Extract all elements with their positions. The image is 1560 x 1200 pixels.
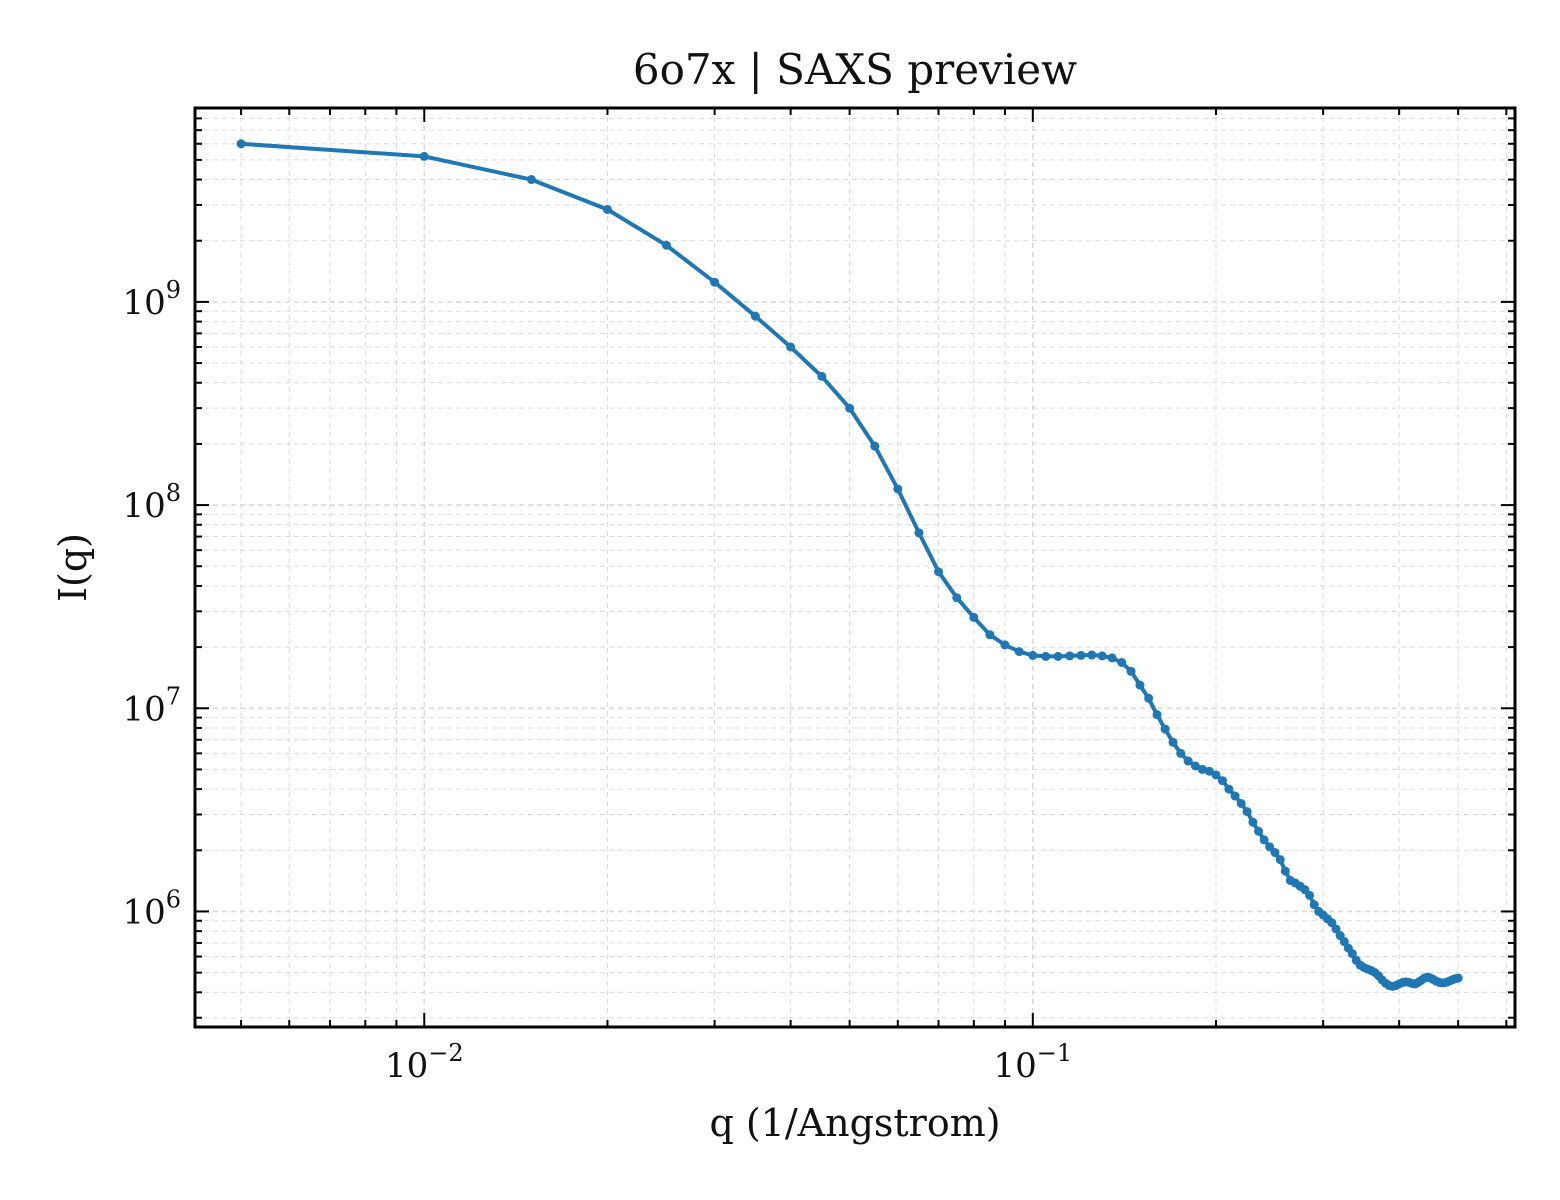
data-point xyxy=(934,567,944,577)
x-tick-label-base: 10 xyxy=(385,1046,428,1086)
data-point xyxy=(526,175,536,185)
data-point xyxy=(750,311,760,321)
data-point xyxy=(893,484,903,494)
data-point xyxy=(602,204,612,214)
data-point xyxy=(1309,900,1319,910)
data-point xyxy=(1211,770,1221,780)
data-point xyxy=(1204,766,1214,776)
data-point xyxy=(1144,693,1154,703)
data-point xyxy=(1168,737,1178,747)
data-point xyxy=(1117,657,1127,667)
data-point xyxy=(1242,807,1252,817)
y-tick-label: 107 xyxy=(122,682,181,729)
data-point xyxy=(1305,890,1315,900)
data-point xyxy=(914,528,924,538)
data-point xyxy=(1087,650,1097,660)
y-axis-label: I(q) xyxy=(51,533,95,602)
data-point xyxy=(1275,855,1285,865)
data-point xyxy=(1053,651,1063,661)
data-point xyxy=(1453,973,1463,983)
x-tick-label-exponent: −2 xyxy=(428,1039,463,1067)
data-point xyxy=(1197,764,1207,774)
y-tick-label: 108 xyxy=(122,479,181,526)
data-point xyxy=(1028,650,1038,660)
x-tick-label: 10−2 xyxy=(385,1039,464,1086)
data-point xyxy=(1076,650,1086,660)
y-tick-label-base: 10 xyxy=(122,486,165,526)
data-point xyxy=(1000,640,1010,650)
data-point xyxy=(1230,791,1240,801)
data-point xyxy=(985,630,995,640)
y-tick-label: 109 xyxy=(122,276,181,323)
data-point xyxy=(419,151,429,161)
y-tick-label-exponent: 9 xyxy=(166,276,181,304)
y-tick-label-exponent: 8 xyxy=(166,479,181,507)
axes-frame xyxy=(193,106,1517,1029)
data-point xyxy=(1097,651,1107,661)
x-tick-label-exponent: −1 xyxy=(1037,1039,1072,1067)
data-point xyxy=(1152,710,1162,720)
plot-area xyxy=(236,139,1463,991)
data-point xyxy=(1254,826,1264,836)
data-point xyxy=(1014,647,1024,657)
data-point xyxy=(845,403,855,413)
data-point xyxy=(1126,666,1136,676)
data-point xyxy=(786,342,796,352)
data-point xyxy=(1107,653,1117,663)
x-axis-label: q (1/Angstrom) xyxy=(709,1101,1000,1145)
chart-title: 6o7x | SAXS preview xyxy=(633,45,1077,94)
y-tick-label-base: 10 xyxy=(122,283,165,323)
data-point xyxy=(1176,748,1186,758)
data-point xyxy=(1160,724,1170,734)
y-tick-label-exponent: 6 xyxy=(166,885,181,913)
data-point xyxy=(1259,835,1269,845)
data-point xyxy=(969,612,979,622)
data-point xyxy=(1041,651,1051,661)
y-tick-label-base: 10 xyxy=(122,892,165,932)
data-point xyxy=(817,371,827,381)
x-tick-label-base: 10 xyxy=(993,1046,1036,1086)
y-tick-label-base: 10 xyxy=(122,689,165,729)
y-tick-label-exponent: 7 xyxy=(166,682,181,710)
data-point xyxy=(1065,651,1075,661)
data-point xyxy=(952,593,962,603)
data-point xyxy=(1339,937,1349,947)
data-point xyxy=(1183,756,1193,766)
data-point xyxy=(1331,924,1341,934)
grid-lines xyxy=(195,107,1515,1027)
data-point xyxy=(661,240,671,250)
data-point xyxy=(710,277,720,287)
x-tick-label: 10−1 xyxy=(993,1039,1072,1086)
y-tick-label: 106 xyxy=(122,885,181,932)
data-point xyxy=(1236,798,1246,808)
data-point xyxy=(1280,866,1290,876)
data-point xyxy=(1248,817,1258,827)
data-point xyxy=(1265,842,1275,852)
data-point xyxy=(870,441,880,451)
data-point xyxy=(1218,776,1228,786)
data-point xyxy=(236,139,246,149)
data-point xyxy=(1224,784,1234,794)
data-point xyxy=(1135,680,1145,690)
data-point xyxy=(1270,848,1280,858)
data-point xyxy=(1190,761,1200,771)
data-point xyxy=(1347,949,1357,959)
